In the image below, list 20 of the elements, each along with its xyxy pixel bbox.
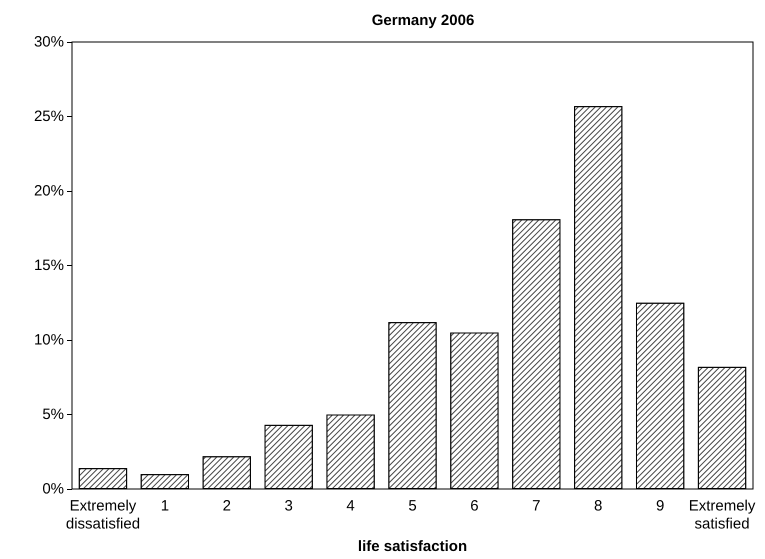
x-tick-label: 3 bbox=[284, 498, 293, 514]
y-tick-label: 10% bbox=[34, 332, 64, 348]
x-tick-label: 9 bbox=[656, 498, 664, 514]
y-tick-label: 20% bbox=[34, 182, 64, 200]
x-tick-label: 1 bbox=[160, 498, 170, 514]
x-axis-title: life satisfaction bbox=[358, 538, 468, 555]
x-tick-label: 4 bbox=[346, 498, 355, 514]
x-tick-label: 6 bbox=[470, 498, 479, 514]
x-tick-label: Extremely satisfied bbox=[688, 498, 756, 532]
chart-title: Germany 2006 bbox=[372, 12, 474, 29]
y-tick-label: 30% bbox=[34, 34, 64, 50]
y-tick-label: 25% bbox=[34, 108, 64, 125]
x-tick-label: 2 bbox=[222, 498, 231, 514]
y-tick-label: 15% bbox=[34, 257, 64, 274]
y-tick-label: 0% bbox=[42, 480, 64, 498]
x-tick-label: Extremely dissatisfied bbox=[66, 498, 140, 532]
x-tick-label: 8 bbox=[594, 498, 602, 514]
x-tick-label: 7 bbox=[532, 498, 540, 514]
x-tick-label: 5 bbox=[408, 498, 417, 514]
y-tick-label: 5% bbox=[42, 406, 64, 423]
